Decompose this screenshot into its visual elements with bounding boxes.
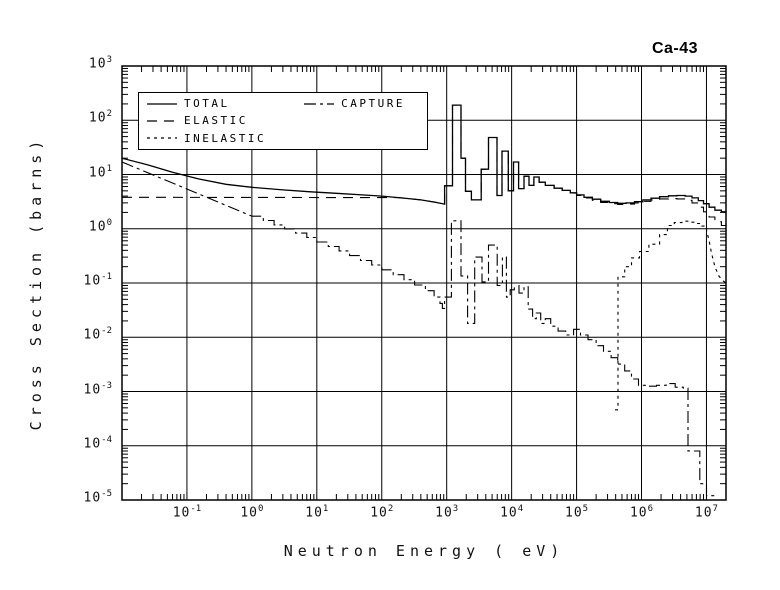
x-tick-label-1e-1: 10-1 — [172, 504, 202, 521]
y-tick-label-1e-1: 10-1 — [83, 272, 113, 289]
legend-item-capture: CAPTURE — [304, 97, 419, 110]
x-tick-label-1e2: 102 — [370, 504, 394, 521]
y-tick-label-1e0: 100 — [88, 217, 112, 235]
legend-label-capture: CAPTURE — [341, 97, 405, 111]
short-dash-line-sample-icon — [147, 137, 177, 139]
x-tick-label-1e4: 104 — [500, 504, 524, 521]
series-line-capture — [121, 161, 716, 497]
y-tick-label-1e-4: 10-4 — [83, 434, 113, 452]
legend-label-inelastic: INELASTIC — [184, 131, 267, 145]
y-axis-title: Cross Section (barns) — [27, 135, 45, 431]
x-tick-label-1e5: 105 — [565, 504, 589, 521]
y-tick-label-1e-5: 10-5 — [83, 489, 113, 506]
legend-label-elastic: ELASTIC — [184, 114, 248, 128]
series-line-total — [121, 104, 727, 213]
y-tick-label-1e1: 101 — [88, 163, 112, 180]
dash-dot-line-sample-icon — [304, 103, 335, 105]
y-tick-label-1e-2: 10-2 — [83, 326, 113, 343]
legend-label-total: TOTAL — [184, 97, 230, 111]
x-axis-title: Neutron Energy ( eV) — [283, 542, 565, 560]
y-tick-label-1e3: 103 — [88, 55, 112, 72]
y-tick-label-1e2: 102 — [88, 109, 112, 126]
x-tick-label-1e0: 100 — [240, 504, 264, 521]
x-tick-label-1e1: 101 — [305, 504, 329, 521]
legend-item-elastic: ELASTIC — [147, 114, 280, 127]
legend: TOTAL ELASTIC INELASTIC CAPTURE — [138, 92, 428, 150]
x-tick-label-1e7: 107 — [694, 504, 718, 521]
legend-item-inelastic: INELASTIC — [147, 132, 280, 145]
y-tick-label-1e-3: 10-3 — [83, 380, 113, 397]
series-line-inelastic — [615, 220, 727, 411]
chart-title: Ca-43 — [651, 40, 699, 57]
solid-line-sample-icon — [147, 103, 177, 105]
long-dash-line-sample-icon — [147, 120, 177, 122]
legend-item-total: TOTAL — [147, 97, 280, 110]
x-tick-label-1e3: 103 — [435, 504, 459, 521]
plot-border — [121, 65, 727, 501]
x-tick-label-1e6: 106 — [629, 504, 654, 521]
